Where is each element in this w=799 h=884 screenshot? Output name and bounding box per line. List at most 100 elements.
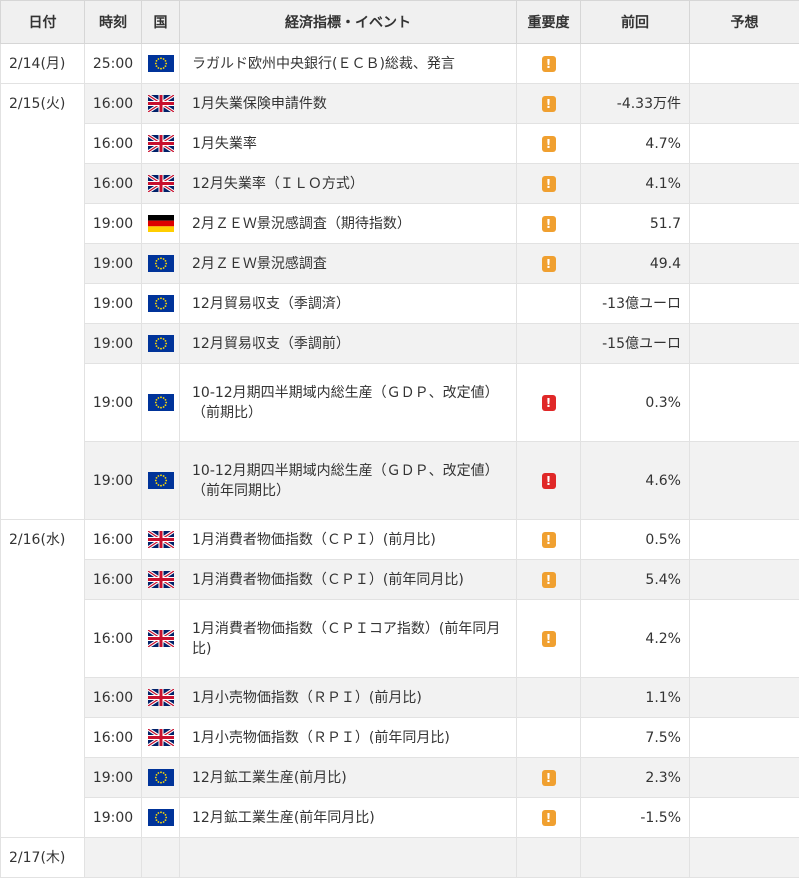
event-cell: 1月消費者物価指数（ＣＰＩコア指数）(前年同月比) [179, 599, 517, 678]
table-row: 2/17(木) [0, 837, 799, 878]
table-row: 19:00 2月ＺＥＷ景況感調査（期待指数）! 51.7 [1, 203, 799, 244]
importance-cell: ! [516, 363, 581, 442]
previous-cell: -1.5% [580, 797, 690, 838]
time-cell: 19:00 [84, 363, 142, 442]
time-cell: 16:00 [84, 717, 142, 758]
time-cell: 19:00 [84, 441, 142, 520]
event-cell [179, 837, 517, 878]
forecast-cell [689, 519, 799, 560]
time-cell: 19:00 [84, 243, 142, 284]
event-cell: 1月失業率 [179, 123, 517, 164]
uk-flag-icon [146, 173, 175, 194]
forecast-cell [689, 283, 799, 324]
uk-flag-icon [146, 93, 175, 114]
table-row: 16:00 1月小売物価指数（ＲＰＩ）(前年同月比) 7.5% [1, 717, 799, 758]
forecast-cell [689, 757, 799, 798]
time-cell: 16:00 [84, 123, 142, 164]
importance-cell: ! [516, 123, 581, 164]
importance-medium-icon: ! [541, 255, 556, 272]
table-row: 2/15(火) 16:00 1月失業保険申請件数! -4.33万件 [0, 83, 799, 520]
previous-cell: 4.1% [580, 163, 690, 204]
country-cell [141, 163, 180, 204]
time-cell: 19:00 [84, 323, 142, 364]
time-cell: 16:00 [84, 599, 142, 678]
eu-flag-icon [147, 295, 174, 312]
importance-cell: ! [516, 203, 581, 244]
header-row: 日付 時刻 国 経済指標・イベント 重要度 前回 予想 [0, 0, 799, 44]
table-row: 16:00 1月消費者物価指数（ＣＰＩ）(前年同月比)! 5.4% [1, 559, 799, 600]
header-country: 国 [141, 0, 180, 44]
header-previous: 前回 [580, 0, 690, 44]
importance-medium-icon: ! [541, 531, 556, 548]
forecast-cell [689, 203, 799, 244]
time-cell: 16:00 [84, 163, 142, 204]
importance-medium-icon: ! [541, 55, 556, 72]
country-cell [141, 797, 180, 838]
country-cell [141, 123, 180, 164]
event-cell: 1月小売物価指数（ＲＰＩ）(前年同月比) [179, 717, 517, 758]
importance-cell [516, 677, 581, 718]
country-cell [141, 363, 180, 442]
forecast-cell [689, 837, 799, 878]
table-row: 19:00 10-12月期四半期域内総生産（ＧＤＰ、改定値）（前期比）! 0.3% [1, 363, 799, 442]
time-cell: 16:00 [84, 519, 142, 560]
country-cell [141, 43, 180, 84]
time-cell: 19:00 [84, 283, 142, 324]
time-cell: 16:00 [84, 677, 142, 718]
forecast-cell [689, 677, 799, 718]
country-cell [141, 323, 180, 364]
header-event: 経済指標・イベント [179, 0, 517, 44]
time-cell: 19:00 [84, 203, 142, 244]
forecast-cell [689, 323, 799, 364]
event-cell: 12月失業率（ＩＬＯ方式） [179, 163, 517, 204]
country-cell [141, 757, 180, 798]
forecast-cell [689, 797, 799, 838]
importance-medium-icon: ! [541, 571, 556, 588]
country-cell [141, 837, 180, 878]
forecast-cell [689, 717, 799, 758]
previous-cell: 2.3% [580, 757, 690, 798]
uk-flag-icon [146, 529, 175, 550]
previous-cell: 4.7% [580, 123, 690, 164]
event-cell: ラガルド欧州中央銀行(ＥＣＢ)総裁、発言 [179, 43, 517, 84]
event-cell: 1月失業保険申請件数 [179, 83, 517, 124]
importance-cell: ! [516, 599, 581, 678]
importance-cell: ! [516, 43, 581, 84]
importance-medium-icon: ! [541, 215, 556, 232]
previous-cell: -13億ユーロ [580, 283, 690, 324]
time-cell: 19:00 [84, 757, 142, 798]
event-cell: 12月鉱工業生産(前年同月比) [179, 797, 517, 838]
forecast-cell [689, 163, 799, 204]
previous-cell: 49.4 [580, 243, 690, 284]
table-row: 19:00 2月ＺＥＷ景況感調査! 49.4 [1, 243, 799, 284]
header-forecast: 予想 [689, 0, 799, 44]
previous-cell [580, 43, 690, 84]
table-row: 2/16(水) 16:00 1月消費者物価指数（ＣＰＩ）(前月比)! 0.5% [0, 519, 799, 838]
forecast-cell [689, 243, 799, 284]
event-cell: 12月貿易収支（季調前） [179, 323, 517, 364]
eu-flag-icon [147, 472, 174, 489]
forecast-cell [689, 559, 799, 600]
country-cell [141, 717, 180, 758]
country-cell [141, 599, 180, 678]
calendar-body: 2/14(月) 25:00 ラガルド欧州中央銀行(ＥＣＢ)総裁、発言! 2/15(火)… [0, 43, 799, 878]
previous-cell: 0.5% [580, 519, 690, 560]
previous-cell: 4.6% [580, 441, 690, 520]
table-row: 19:00 12月鉱工業生産(前月比)! 2.3% [1, 757, 799, 798]
table-row: 16:00 1月消費者物価指数（ＣＰＩコア指数）(前年同月比)! 4.2% [1, 599, 799, 678]
importance-medium-icon: ! [541, 95, 556, 112]
event-cell: 1月小売物価指数（ＲＰＩ）(前月比) [179, 677, 517, 718]
table-row: 19:00 12月貿易収支（季調前） -15億ユーロ [1, 323, 799, 364]
forecast-cell [689, 43, 799, 84]
table-row: 19:00 12月鉱工業生産(前年同月比)! -1.5% [1, 797, 799, 838]
time-cell: 19:00 [84, 797, 142, 838]
uk-flag-icon [146, 628, 175, 649]
importance-medium-icon: ! [541, 769, 556, 786]
previous-cell: 1.1% [580, 677, 690, 718]
date-cell: 2/17(木) [0, 837, 85, 878]
time-cell: 16:00 [84, 559, 142, 600]
previous-cell: 7.5% [580, 717, 690, 758]
eu-flag-icon [147, 809, 174, 826]
uk-flag-icon [146, 727, 175, 748]
uk-flag-icon [146, 569, 175, 590]
